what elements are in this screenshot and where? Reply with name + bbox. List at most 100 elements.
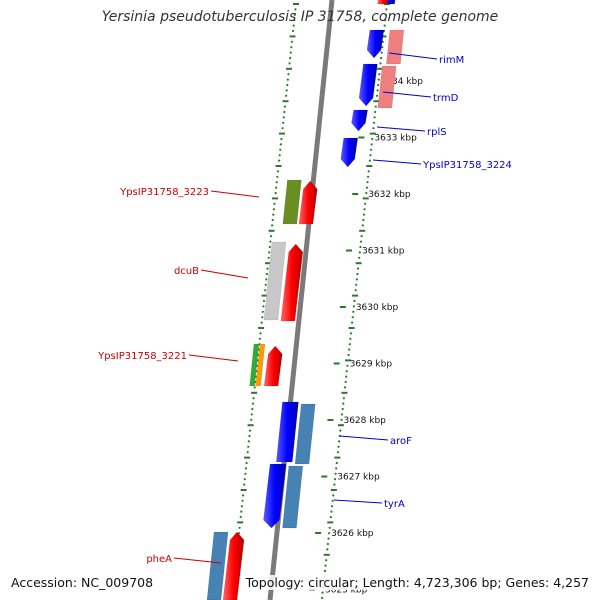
ruler-dot xyxy=(328,526,331,529)
ruler-dot xyxy=(287,73,290,76)
ruler-dot xyxy=(349,332,353,335)
label-leader-dcuB xyxy=(200,269,249,279)
ruler-dot xyxy=(337,445,340,448)
label-leader-rplS xyxy=(376,126,426,132)
ruler-dot xyxy=(383,24,386,27)
ruler-dot xyxy=(280,137,283,141)
domain-box-rimM xyxy=(386,29,405,65)
ruler-dot xyxy=(339,429,342,432)
gene-arrow-YpsIP31758_3223 xyxy=(298,180,318,225)
label-leader-trmD xyxy=(382,91,432,98)
ruler-dot xyxy=(276,175,279,178)
ruler-dot xyxy=(354,289,357,292)
ruler-dot xyxy=(335,467,338,470)
ruler-dot xyxy=(286,78,289,81)
ruler-dot xyxy=(273,202,276,205)
ruler-dot xyxy=(372,121,376,124)
ruler-dot xyxy=(268,251,271,254)
ruler-dot xyxy=(376,89,379,92)
ruler-dot xyxy=(272,213,275,216)
ruler-dot xyxy=(334,472,337,475)
ruler-dot xyxy=(366,175,370,178)
tick-label: 3634 kbp xyxy=(381,77,424,87)
ruler-dot xyxy=(353,299,356,303)
ruler-dot xyxy=(367,170,370,173)
ruler-dot xyxy=(332,494,335,497)
ruler-dot xyxy=(345,375,348,378)
ruler-dot xyxy=(351,321,354,324)
ruler-dot xyxy=(243,478,246,481)
ruler-dot xyxy=(343,386,347,389)
gene-label-rplS: rplS xyxy=(427,127,447,138)
ruler-dot xyxy=(248,429,252,432)
ruler-dot xyxy=(338,434,341,438)
tick-label: 3627 kbp xyxy=(337,473,380,483)
ruler-dot xyxy=(244,472,247,475)
ruler-dot xyxy=(333,483,336,486)
accession-text: Accession: NC_009708 xyxy=(9,575,156,590)
gene-label-YpsIP31758_3224: YpsIP31758_3224 xyxy=(422,160,512,171)
ruler-dot xyxy=(384,19,387,22)
ruler-dot xyxy=(269,235,273,238)
gene-arrow-trmD xyxy=(358,63,378,107)
ruler-dot xyxy=(381,40,384,43)
ruler-dot xyxy=(340,418,343,421)
gene-arrow-rplS xyxy=(351,109,368,132)
ruler-dot xyxy=(385,8,388,11)
ruler-dot xyxy=(290,40,294,43)
ruler-dot xyxy=(261,310,264,313)
ruler-dot xyxy=(372,127,375,130)
gene-arrow-partial-fwd xyxy=(377,0,389,5)
ruler-dot xyxy=(283,110,286,114)
ruler-dot xyxy=(265,278,268,281)
ruler-dot xyxy=(362,218,365,222)
gene-label-tyrA: tyrA xyxy=(384,499,405,510)
tick-label: 3629 kbp xyxy=(350,360,393,370)
ruler-dot xyxy=(360,235,363,238)
ruler-dot xyxy=(289,56,292,60)
ruler-dot xyxy=(352,310,355,313)
ruler-dot xyxy=(293,13,296,16)
ruler-dot xyxy=(267,256,270,259)
ruler-dot xyxy=(377,78,380,81)
label-leader-rimM xyxy=(388,52,438,60)
ruler-dot xyxy=(344,380,347,384)
gene-arrow-tyrA xyxy=(263,463,287,529)
ruler-dot xyxy=(356,267,360,270)
tick-label: 3633 kbp xyxy=(374,134,417,144)
map-title: Yersinia pseudotuberculosis IP 31758, co… xyxy=(101,9,499,25)
ruler-dot xyxy=(375,94,379,97)
label-leader-pheA xyxy=(173,557,222,564)
ruler-dot xyxy=(269,240,272,243)
ruler-dot xyxy=(365,191,368,195)
ruler-dot xyxy=(342,402,345,405)
ruler-dot xyxy=(252,397,255,400)
ruler-dot xyxy=(250,418,253,421)
ruler-dot xyxy=(355,278,358,281)
ruler-dot xyxy=(369,148,373,151)
ruler-dot xyxy=(289,51,292,54)
gene-arrow-aroF xyxy=(275,401,299,463)
domain-box-aroF xyxy=(294,403,316,465)
ruler-dot xyxy=(239,515,242,519)
ruler-dot xyxy=(340,413,344,416)
label-leader-YpsIP31758_3223 xyxy=(210,190,260,198)
ruler-dot xyxy=(378,73,381,76)
ruler-dot xyxy=(282,116,285,119)
ruler-dot xyxy=(292,24,295,27)
ruler-dot xyxy=(243,483,246,486)
gene-label-dcuB: dcuB xyxy=(174,266,199,277)
ruler-dot xyxy=(276,170,280,173)
ruler-dot xyxy=(282,121,285,124)
ruler-dot xyxy=(264,283,267,286)
ruler-dot xyxy=(358,251,361,254)
ruler-dot xyxy=(278,159,281,162)
ruler-dot xyxy=(368,159,371,162)
ruler-dot xyxy=(356,272,359,276)
ruler-dot xyxy=(264,289,267,292)
ruler-dot xyxy=(240,510,243,513)
ruler-dots-left xyxy=(230,3,299,600)
tick-label: 3625 kbp xyxy=(325,586,368,596)
ruler-dot xyxy=(351,316,354,319)
ruler-dot xyxy=(259,332,262,335)
